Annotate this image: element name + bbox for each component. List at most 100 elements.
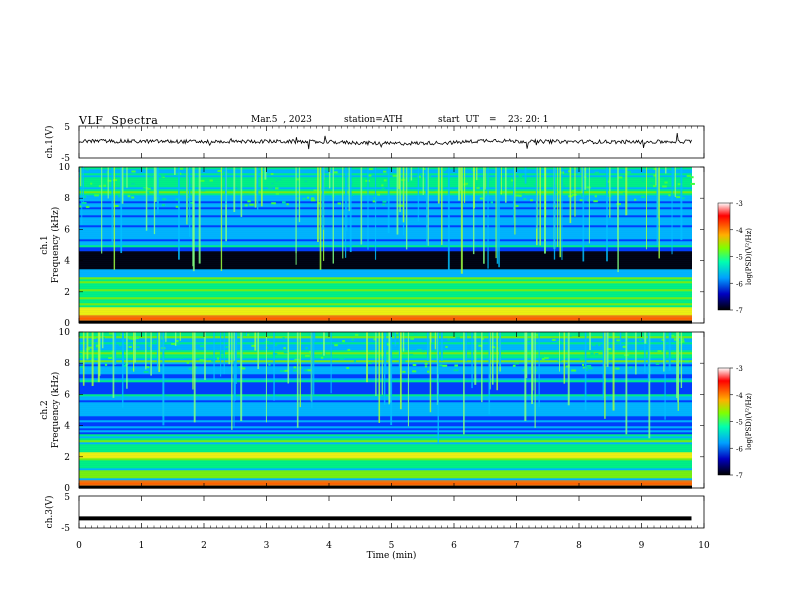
spectrogram-noise (442, 365, 447, 367)
sferic-streak (487, 167, 488, 269)
sferic-streak (255, 167, 257, 208)
spectrogram-noise (237, 334, 240, 336)
spectrogram-noise (412, 370, 416, 372)
spectrogram-noise (265, 341, 270, 343)
spectrogram-noise (582, 364, 584, 366)
sferic-streak (398, 167, 400, 189)
spectrogram-row (79, 301, 692, 303)
sferic-streak (145, 332, 146, 370)
sferic-streak (126, 332, 128, 389)
sferic-streak (648, 332, 650, 382)
spectrogram-row (79, 309, 692, 311)
xtick-label: 10 (698, 541, 710, 551)
spectrogram-noise (413, 364, 417, 366)
spectrogram-row (79, 303, 692, 305)
spectrogram-row (79, 205, 692, 207)
spectrogram-row (79, 277, 692, 279)
spectrogram-noise (162, 175, 165, 177)
sferic-streak (241, 167, 243, 217)
spectrogram-noise (280, 370, 285, 372)
spectrogram-noise (147, 366, 150, 368)
sferic-streak (146, 167, 148, 231)
spectrogram-row (79, 185, 692, 187)
spectrogram-noise (147, 188, 151, 190)
sferic-streak (656, 167, 658, 245)
spectrogram-row (79, 376, 692, 378)
sferic-streak (658, 167, 659, 258)
spectrogram-row (79, 267, 692, 269)
spectrogram-noise (162, 204, 165, 206)
spectrogram-row (79, 416, 692, 418)
spectrogram-row (79, 225, 692, 227)
spectrogram-noise (443, 169, 446, 171)
spectrogram-noise (180, 357, 182, 359)
spectrogram-noise (177, 350, 181, 352)
spectrogram-noise (352, 339, 354, 341)
spectrogram-noise (593, 200, 597, 202)
spectrogram-noise (595, 195, 597, 197)
spectrogram-noise (311, 197, 314, 199)
spectrogram-noise (454, 365, 458, 367)
sferic-streak (231, 332, 232, 430)
spectrogram-row (79, 281, 692, 283)
spectrogram-row (79, 426, 692, 428)
sferic-streak (474, 332, 476, 385)
sferic-streak (273, 332, 274, 401)
sferic-streak (561, 167, 562, 260)
spectrogram-row (79, 402, 692, 404)
s2-ylabel-frequency: Frequency (kHz) (50, 372, 61, 449)
spectrogram-row (79, 213, 692, 215)
spectrogram-noise (282, 337, 284, 339)
spectrogram-noise (346, 367, 349, 369)
s2-ylabel-channel: ch.2 (40, 400, 50, 419)
spectrogram-row (79, 406, 692, 408)
spectrogram-noise (313, 190, 316, 192)
spectrogram-noise (176, 343, 180, 345)
sferic-streak (111, 167, 112, 242)
spectrogram-noise (623, 346, 626, 348)
spectrogram-row (79, 187, 692, 189)
sferic-streak (411, 167, 412, 181)
sferic-streak (254, 332, 256, 351)
sferic-streak (367, 167, 368, 250)
spectrogram-row (79, 215, 692, 217)
spectrogram-noise (93, 337, 96, 339)
spectrogram-row (79, 311, 692, 313)
spectrogram-noise (662, 186, 667, 188)
spectrogram-row (79, 235, 692, 237)
sferic-streak (189, 167, 190, 237)
sferic-streak (333, 167, 334, 264)
sferic-streak (114, 167, 115, 270)
sferic-streak (403, 167, 405, 222)
sferic-streak (378, 332, 380, 423)
ch3-ylabel: ch.3(V) (44, 496, 55, 529)
spectrogram-noise (425, 363, 428, 365)
sferic-streak (133, 332, 134, 372)
spectrogram-noise (430, 189, 434, 191)
spectrogram-noise (514, 362, 518, 364)
sferic-streak (675, 167, 676, 197)
sferic-streak (313, 332, 315, 394)
spectrogram-row (79, 420, 692, 422)
spectrogram-noise (642, 179, 644, 181)
spectrogram-noise (307, 197, 309, 199)
spectrogram-noise (580, 358, 585, 360)
spectrogram-noise (425, 365, 427, 367)
spectrogram-noise (368, 362, 372, 364)
cb1-tick-label: -6 (736, 280, 743, 288)
spectrogram-noise (247, 200, 250, 202)
sferic-streak (266, 332, 267, 422)
ch3-ytick-label: 5 (64, 493, 70, 503)
spectrogram-row (79, 478, 692, 480)
sferic-streak (430, 332, 431, 343)
spectrogram-row (79, 436, 692, 438)
spectrogram-noise (552, 339, 556, 341)
sferic-streak (535, 332, 536, 428)
spectrogram-noise (90, 183, 92, 185)
spectrogram-noise (339, 173, 341, 175)
spectrogram-row (79, 289, 692, 291)
sferic-streak (234, 332, 235, 361)
sferic-streak (246, 332, 247, 336)
spectrogram-row (79, 279, 692, 281)
spectrogram-noise (275, 344, 277, 346)
